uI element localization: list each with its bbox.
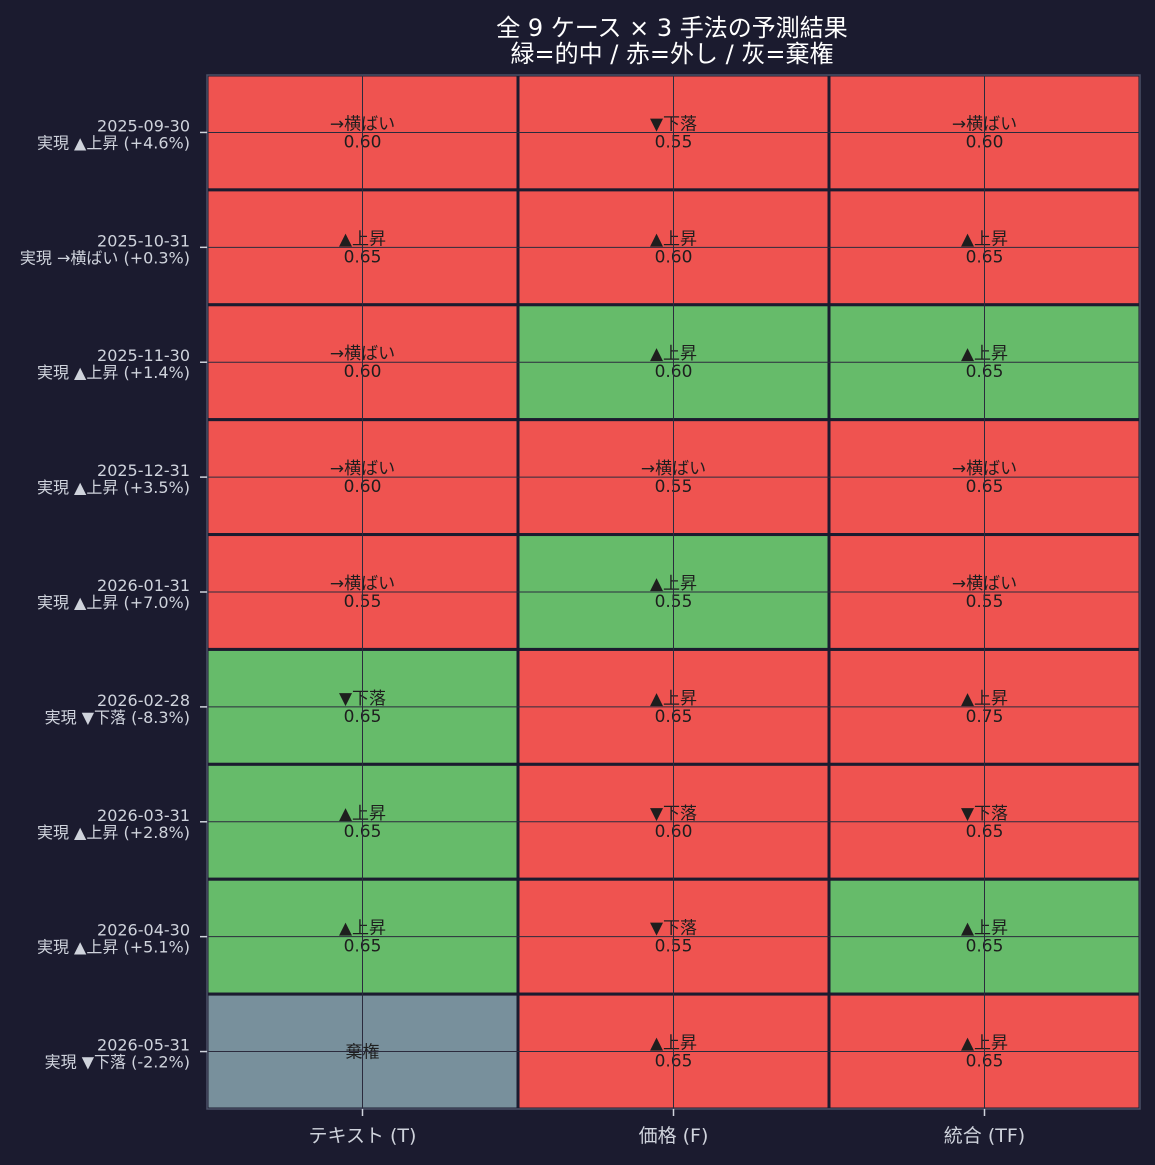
y-tick-date-label: 2026-05-31 — [97, 1036, 190, 1055]
y-tick-date-label: 2025-09-30 — [97, 116, 190, 135]
x-tick-label: テキスト (T) — [309, 1125, 417, 1147]
grid-layer — [206, 74, 1141, 1110]
y-tick-actual-label: 実現 ▼下落 (-8.3%) — [45, 708, 190, 727]
y-tick-actual-label: 実現 ▲上昇 (+4.6%) — [37, 133, 190, 152]
y-tick-actual-label: 実現 →横ばい (+0.3%) — [20, 248, 190, 267]
y-tick-date-label: 2025-10-31 — [97, 231, 190, 250]
x-tick-label: 価格 (F) — [639, 1125, 709, 1147]
y-tick-actual-label: 実現 ▲上昇 (+7.0%) — [37, 593, 190, 612]
chart-subtitle: 緑=的中 / 赤=外し / 灰=棄権 — [510, 40, 833, 68]
y-tick-date-label: 2026-03-31 — [97, 806, 190, 825]
chart-title: 全 9 ケース × 3 手法の予測結果 — [496, 14, 848, 42]
y-tick-actual-label: 実現 ▲上昇 (+3.5%) — [37, 478, 190, 497]
y-tick-date-label: 2026-01-31 — [97, 576, 190, 595]
y-tick-date-label: 2025-12-31 — [97, 461, 190, 480]
y-tick-actual-label: 実現 ▼下落 (-2.2%) — [45, 1053, 190, 1072]
y-tick-date-label: 2026-04-30 — [97, 921, 190, 940]
y-tick-date-label: 2026-02-28 — [97, 691, 190, 710]
y-tick-actual-label: 実現 ▲上昇 (+1.4%) — [37, 363, 190, 382]
y-tick-actual-label: 実現 ▲上昇 (+2.8%) — [37, 823, 190, 842]
y-tick-actual-label: 実現 ▲上昇 (+5.1%) — [37, 938, 190, 957]
y-tick-date-label: 2025-11-30 — [97, 346, 190, 365]
x-tick-label: 統合 (TF) — [944, 1125, 1025, 1147]
